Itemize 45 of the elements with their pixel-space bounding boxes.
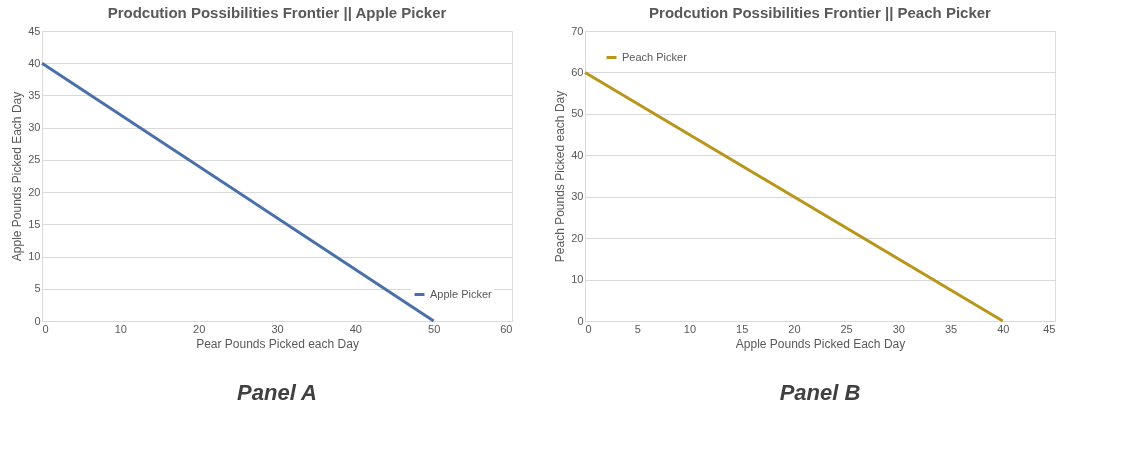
text: Panel A [237, 380, 317, 405]
x-tick-label: 20 [193, 322, 206, 335]
x-tick-label: 20 [788, 322, 801, 335]
y-axis-title: Apple Pounds Picked Each Day [10, 91, 25, 262]
chart-title: Prodcution Possibilities Frontier || Peach Picker [649, 4, 992, 21]
y-tick-label: 0 [577, 314, 584, 327]
x-tick-label: 10 [683, 322, 697, 335]
y-tick-label: 45 [28, 24, 41, 37]
y-tick-label: 10 [571, 273, 584, 286]
y-tick-label: 0 [34, 314, 41, 327]
y-tick-label: 40 [571, 148, 584, 161]
y-axis-title: Peach Pounds Picked each Day [553, 90, 568, 263]
legend-label: Apple Picker [430, 287, 493, 300]
x-axis-title: Apple Pounds Picked Each Day [735, 336, 906, 351]
x-tick-label: 0 [585, 322, 592, 335]
y-tick-label: 25 [28, 153, 41, 166]
y-tick-label: 70 [571, 24, 584, 37]
x-tick-label: 40 [349, 322, 362, 335]
y-tick-label: 50 [571, 107, 584, 120]
x-tick-label: 30 [892, 322, 905, 335]
y-tick-label: 40 [28, 56, 41, 69]
y-tick-label: 5 [34, 282, 41, 295]
y-tick-label: 30 [28, 121, 41, 134]
x-tick-label: 50 [428, 322, 441, 335]
y-tick-label: 30 [571, 190, 584, 203]
y-tick-label: 60 [571, 65, 584, 78]
x-axis-title: Pear Pounds Picked each Day [196, 336, 359, 351]
y-tick-label: 20 [571, 231, 584, 244]
x-tick-label: 5 [634, 322, 641, 335]
chart-title: Prodcution Possibilities Frontier || Apple Picker [107, 4, 447, 21]
x-tick-label: 25 [840, 322, 853, 335]
x-tick-label: 40 [997, 322, 1010, 335]
x-tick-label: 30 [271, 322, 284, 335]
y-tick-label: 20 [28, 185, 41, 198]
x-tick-label: 45 [1043, 322, 1056, 335]
x-tick-label: 35 [944, 322, 958, 335]
legend-label: Peach Picker [622, 50, 688, 63]
x-tick-label: 15 [736, 322, 749, 335]
y-tick-label: 15 [28, 217, 41, 230]
x-tick-label: 0 [42, 322, 49, 335]
y-tick-label: 35 [28, 88, 41, 101]
x-tick-label: 60 [500, 322, 513, 335]
x-tick-label: 10 [114, 322, 127, 335]
text: Panel B [779, 380, 861, 405]
y-tick-label: 10 [28, 250, 41, 263]
